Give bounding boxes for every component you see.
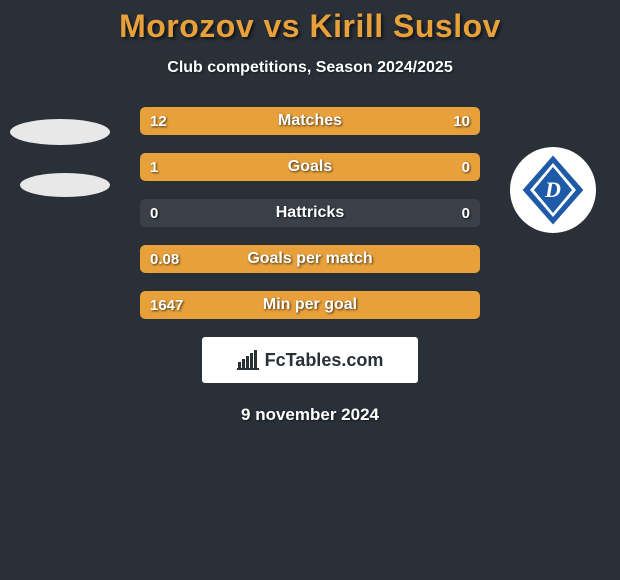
stat-label: Goals per match [140,245,480,273]
stat-row: 1210Matches [140,107,480,135]
page-title: Morozov vs Kirill Suslov [0,8,620,45]
stat-row: 1647Min per goal [140,291,480,319]
left-player-badge [10,107,110,207]
bar-chart-icon [237,350,259,370]
branding-text: FcTables.com [265,350,384,371]
placeholder-ellipse-icon [20,173,110,197]
right-player-badge: D [510,147,610,247]
stat-row: 00Hattricks [140,199,480,227]
svg-text:D: D [544,177,561,202]
club-logo: D [510,147,596,233]
comparison-chart: D 1210Matches 10Goals 00Hattricks 0.08Goals… [0,107,620,425]
subtitle: Club competitions, Season 2024/2025 [0,59,620,77]
stat-row: 10Goals [140,153,480,181]
date-label: 9 november 2024 [0,405,620,425]
stat-row: 0.08Goals per match [140,245,480,273]
club-crest-icon: D [522,155,584,225]
placeholder-ellipse-icon [10,119,110,145]
stat-label: Matches [140,107,480,135]
branding-box: FcTables.com [202,337,418,383]
stat-bars: 1210Matches 10Goals 00Hattricks 0.08Goals p… [140,107,480,319]
stat-label: Goals [140,153,480,181]
stat-label: Hattricks [140,199,480,227]
stat-label: Min per goal [140,291,480,319]
